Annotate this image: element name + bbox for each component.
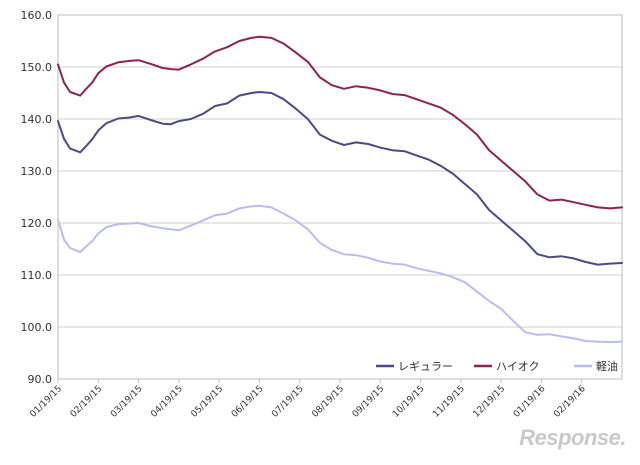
legend-label: レギュラー [398, 360, 453, 373]
response-watermark: Response. [519, 425, 626, 450]
x-tick-label: 12/19/15 [472, 384, 508, 420]
series-line-ハイオク [57, 35, 623, 210]
y-tick-label: 100.0 [21, 321, 53, 334]
x-tick-label: 06/19/15 [230, 384, 266, 420]
x-tick-label: 08/19/15 [310, 384, 346, 420]
y-tick-label: 120.0 [21, 217, 53, 230]
plot-frame [57, 14, 623, 380]
x-tick-label: 02/19/16 [552, 384, 588, 420]
x-tick-label: 11/19/15 [431, 384, 467, 420]
x-tick-label: 09/19/15 [351, 384, 387, 420]
y-tick-label: 130.0 [21, 165, 53, 178]
y-tick-label: 140.0 [21, 113, 53, 126]
x-tick-label: 04/19/15 [149, 384, 185, 420]
x-tick-label: 10/19/15 [391, 384, 427, 420]
x-tick-label: 03/19/15 [109, 384, 145, 420]
x-tick-label: 05/19/15 [190, 384, 226, 420]
series-line-軽油 [57, 204, 623, 344]
y-tick-label: 90.0 [28, 373, 53, 386]
x-tick-label: 07/19/15 [270, 384, 306, 420]
y-tick-label: 160.0 [21, 9, 53, 22]
legend-label: 軽油 [596, 359, 618, 373]
x-tick-label: 01/19/16 [512, 384, 548, 420]
series-line-レギュラー [57, 91, 623, 266]
y-tick-label: 110.0 [21, 269, 53, 282]
legend-label: ハイオク [496, 360, 540, 373]
x-tick-label: 02/19/15 [69, 384, 105, 420]
y-tick-label: 150.0 [21, 61, 53, 74]
x-tick-label: 01/19/15 [28, 384, 64, 420]
